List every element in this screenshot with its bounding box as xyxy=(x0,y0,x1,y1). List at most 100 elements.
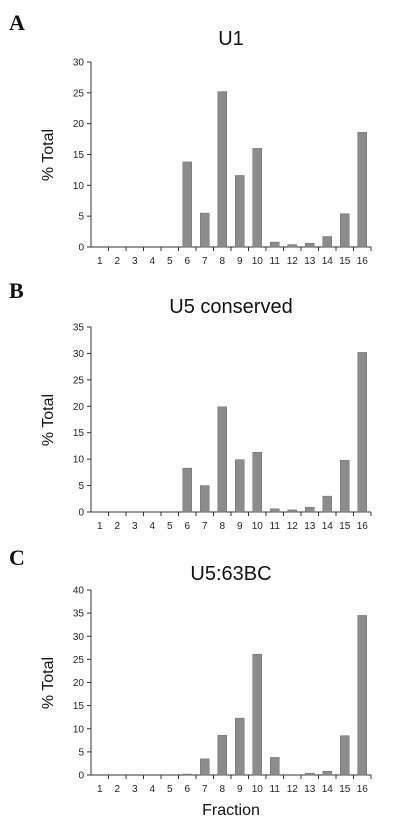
x-tick-label: 14 xyxy=(322,784,334,795)
bar xyxy=(252,654,262,776)
bar xyxy=(305,506,315,513)
bar xyxy=(322,236,332,248)
x-tick-label: 6 xyxy=(184,256,190,267)
panel-letter: A xyxy=(9,10,25,35)
y-tick-label: 5 xyxy=(78,212,84,223)
y-tick-label: 35 xyxy=(73,323,85,334)
bar xyxy=(217,91,227,248)
bar xyxy=(200,758,210,776)
x-tick-label: 9 xyxy=(237,521,243,532)
x-tick-label: 3 xyxy=(132,521,138,532)
x-axis-title: Fraction xyxy=(202,802,260,819)
y-tick-label: 0 xyxy=(78,508,84,519)
bar xyxy=(357,352,367,513)
bar xyxy=(287,509,297,513)
x-tick-label: 15 xyxy=(339,521,351,532)
chart-title: U1 xyxy=(218,28,244,50)
y-tick-label: 0 xyxy=(78,771,84,782)
y-tick-label: 15 xyxy=(73,428,85,439)
y-tick-label: 10 xyxy=(73,455,85,466)
x-tick-label: 14 xyxy=(322,521,334,532)
y-axis-title: % Total xyxy=(40,129,57,181)
x-tick-label: 7 xyxy=(202,784,208,795)
y-tick-label: 5 xyxy=(78,481,84,492)
bar xyxy=(200,212,210,248)
bar xyxy=(322,771,332,776)
x-tick-label: 2 xyxy=(114,784,120,795)
y-tick-label: 25 xyxy=(73,88,85,99)
x-tick-label: 16 xyxy=(357,784,369,795)
x-tick-label: 4 xyxy=(149,256,155,267)
x-tick-label: 10 xyxy=(252,521,264,532)
y-tick-label: 15 xyxy=(73,701,85,712)
x-tick-label: 8 xyxy=(219,256,225,267)
y-tick-label: 0 xyxy=(78,243,84,254)
bar xyxy=(340,459,350,513)
bar xyxy=(340,735,350,776)
bar xyxy=(287,244,297,248)
bar xyxy=(305,772,315,776)
bar xyxy=(270,241,280,248)
x-tick-label: 7 xyxy=(202,256,208,267)
x-tick-label: 12 xyxy=(287,256,299,267)
x-tick-label: 10 xyxy=(252,256,264,267)
y-tick-label: 10 xyxy=(73,181,85,192)
x-tick-label: 6 xyxy=(184,784,190,795)
bar xyxy=(252,452,262,513)
x-tick-label: 3 xyxy=(132,784,138,795)
y-tick-label: 15 xyxy=(73,150,85,161)
x-tick-label: 13 xyxy=(304,256,316,267)
bar xyxy=(200,485,210,513)
x-tick-label: 16 xyxy=(357,256,369,267)
x-tick-label: 1 xyxy=(97,256,103,267)
y-tick-label: 40 xyxy=(73,586,85,597)
x-tick-label: 12 xyxy=(287,521,299,532)
y-tick-label: 30 xyxy=(73,58,85,69)
x-tick-label: 16 xyxy=(357,521,369,532)
x-tick-label: 13 xyxy=(304,521,316,532)
x-tick-label: 10 xyxy=(252,784,264,795)
y-tick-label: 25 xyxy=(73,655,85,666)
x-tick-label: 7 xyxy=(202,521,208,532)
x-tick-label: 12 xyxy=(287,784,299,795)
y-axis-title: % Total xyxy=(40,394,57,446)
bar xyxy=(357,132,367,248)
bar xyxy=(182,773,192,776)
bar xyxy=(235,175,245,248)
y-tick-label: 20 xyxy=(73,119,85,130)
bar xyxy=(217,406,227,513)
x-tick-label: 9 xyxy=(237,256,243,267)
x-tick-label: 2 xyxy=(114,256,120,267)
chart-title: U5 conserved xyxy=(169,296,292,318)
x-tick-label: 5 xyxy=(167,256,173,267)
x-tick-label: 8 xyxy=(219,521,225,532)
x-tick-label: 9 xyxy=(237,784,243,795)
y-tick-label: 35 xyxy=(73,609,85,620)
x-tick-label: 2 xyxy=(114,521,120,532)
y-tick-label: 20 xyxy=(73,402,85,413)
bar xyxy=(252,148,262,248)
bar xyxy=(305,243,315,248)
x-tick-label: 11 xyxy=(270,784,281,795)
x-tick-label: 15 xyxy=(339,256,351,267)
x-tick-label: 5 xyxy=(167,521,173,532)
x-tick-label: 1 xyxy=(97,521,103,532)
x-tick-label: 8 xyxy=(219,784,225,795)
y-tick-label: 25 xyxy=(73,375,85,386)
x-tick-label: 11 xyxy=(270,256,281,267)
bar xyxy=(270,757,280,776)
x-tick-label: 4 xyxy=(149,521,155,532)
x-tick-label: 6 xyxy=(184,521,190,532)
y-tick-label: 5 xyxy=(78,747,84,758)
x-tick-label: 14 xyxy=(322,256,334,267)
panel-letter: C xyxy=(9,545,25,570)
y-tick-label: 20 xyxy=(73,678,85,689)
bar xyxy=(270,508,280,513)
x-tick-label: 3 xyxy=(132,256,138,267)
panel-letter: B xyxy=(9,278,24,303)
x-tick-label: 15 xyxy=(339,784,351,795)
bar xyxy=(217,734,227,776)
bar xyxy=(182,161,192,248)
y-tick-label: 10 xyxy=(73,724,85,735)
